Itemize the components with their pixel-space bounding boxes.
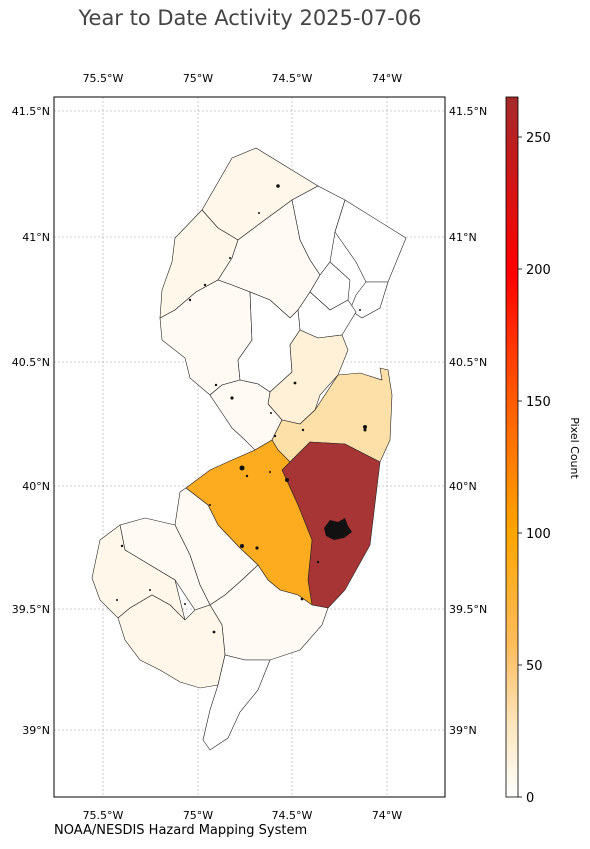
lat-tick-left: 39.5°N (12, 603, 50, 616)
colorbar-tick: 150 (526, 395, 551, 410)
lon-tick-top: 74°W (372, 72, 402, 85)
bottom-lon-ticks: 75.5°W 75°W 74.5°W 74°W (83, 809, 403, 822)
top-lon-ticks: 75.5°W 75°W 74.5°W 74°W (83, 72, 403, 85)
map-frame (53, 96, 446, 798)
lon-tick-bottom: 74.5°W (272, 809, 313, 822)
colorbar-label: Pixel Count (568, 417, 581, 479)
lat-tick-left: 40°N (22, 480, 50, 493)
fire-detections (116, 184, 367, 634)
lon-tick-top: 74.5°W (272, 72, 313, 85)
right-lat-ticks: 41.5°N 41°N 40.5°N 40°N 39.5°N 39°N (449, 105, 487, 737)
lat-tick-left: 41°N (22, 231, 50, 244)
county-cumberland (117, 594, 226, 689)
lon-tick-top: 75.5°W (83, 72, 124, 85)
colorbar-tick: 200 (526, 263, 551, 278)
colorbar: 0 50 100 150 200 250 Pixel Count (505, 96, 581, 806)
colorbar-tick: 0 (526, 791, 534, 806)
lat-tick-right: 40°N (449, 480, 477, 493)
lat-tick-right: 39.5°N (449, 603, 487, 616)
lon-tick-bottom: 75°W (183, 809, 213, 822)
county-hudson (349, 281, 389, 319)
lat-tick-right: 41°N (449, 231, 477, 244)
county-cape-may (202, 654, 271, 751)
lat-tick-left: 39°N (22, 724, 50, 737)
lon-tick-bottom: 74°W (372, 809, 402, 822)
lat-tick-right: 41.5°N (449, 105, 487, 118)
lon-tick-bottom: 75.5°W (83, 809, 124, 822)
data-source-credit: NOAA/NESDIS Hazard Mapping System (54, 823, 308, 838)
lat-tick-left: 41.5°N (12, 105, 50, 118)
map-title: Year to Date Activity 2025-07-06 (78, 6, 422, 30)
colorbar-tick: 100 (526, 527, 551, 542)
lon-tick-top: 75°W (183, 72, 213, 85)
colorbar-tick: 50 (526, 659, 543, 674)
county-bergen (334, 199, 407, 283)
lat-tick-right: 40.5°N (449, 356, 487, 369)
lat-tick-left: 40.5°N (12, 356, 50, 369)
colorbar-gradient (505, 96, 519, 798)
colorbar-tick: 250 (526, 131, 551, 146)
county-map (91, 147, 407, 751)
left-lat-ticks: 41.5°N 41°N 40.5°N 40°N 39.5°N 39°N (12, 105, 50, 737)
lat-tick-right: 39°N (449, 724, 477, 737)
